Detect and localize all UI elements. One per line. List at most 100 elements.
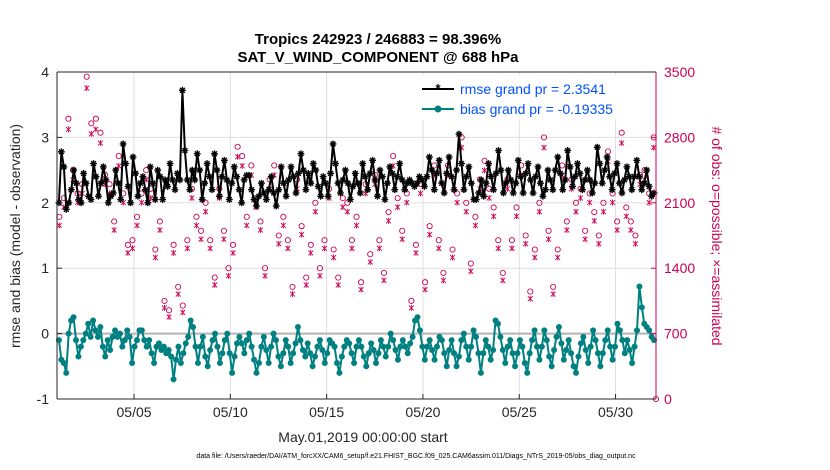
rmse-point-stroke xyxy=(300,167,307,173)
obs-assimilated-marker xyxy=(280,222,287,229)
obs-assimilated-marker xyxy=(586,199,593,206)
bias-point xyxy=(387,330,394,337)
rmse-point xyxy=(374,192,381,200)
rmse-point-stroke xyxy=(283,193,290,200)
bias-point xyxy=(351,360,358,367)
chart-title-line2: SAT_V_WIND_COMPONENT @ 688 hPa xyxy=(237,49,519,66)
legend-box xyxy=(413,75,647,121)
bias-point xyxy=(468,343,475,350)
obs-possible-marker xyxy=(243,213,250,220)
rmse-point-stroke xyxy=(320,173,327,180)
bias-point xyxy=(319,346,326,353)
rmse-point-stroke xyxy=(419,177,425,183)
rmse-point-stroke xyxy=(122,160,129,167)
rmse-point xyxy=(606,173,614,181)
rmse-point xyxy=(354,179,362,187)
rmse-point-stroke xyxy=(159,196,166,203)
rmse-point-stroke xyxy=(399,177,406,183)
rmse-point-stroke xyxy=(638,186,645,193)
rmse-point xyxy=(527,176,534,184)
y-tick-label: 2 xyxy=(41,195,49,211)
x-tick-label: 05/25 xyxy=(502,404,537,420)
obs-assimilated-marker xyxy=(490,213,497,220)
axes-frame xyxy=(56,71,657,400)
bias-point xyxy=(190,324,197,331)
obs-possible-marker xyxy=(618,129,625,136)
rmse-point xyxy=(332,160,339,167)
rmse-point xyxy=(319,173,327,181)
rmse-point xyxy=(262,196,270,203)
obs-possible-marker xyxy=(271,162,278,169)
obs-assimilated-marker xyxy=(84,85,90,92)
tick-labels: 05/05 05/10 05/15 05/20 05/25 05/30 -1 0 1 2 3 4 0 70… xyxy=(37,64,696,420)
rmse-point-stroke xyxy=(95,193,102,200)
bias-point xyxy=(216,360,223,367)
rmse-point xyxy=(517,173,525,181)
rmse-point xyxy=(371,176,379,184)
bias-point xyxy=(358,343,365,350)
rmse-point-stroke xyxy=(609,186,615,193)
bias-point xyxy=(248,343,255,350)
bias-point xyxy=(431,356,438,363)
obs-possible-marker xyxy=(435,237,442,244)
rmse-point xyxy=(556,169,564,177)
obs-possible-marker xyxy=(554,246,561,253)
rmse-point xyxy=(117,196,125,203)
rmse-point-stroke xyxy=(186,186,193,193)
bias-point xyxy=(426,337,433,344)
rmse-point-stroke xyxy=(226,196,233,203)
bias-point xyxy=(312,353,319,360)
rmse-point xyxy=(334,179,342,187)
rmse-point-stroke xyxy=(631,173,638,180)
rmse-point-stroke xyxy=(512,180,519,187)
bias-point xyxy=(409,333,416,340)
rmse-point xyxy=(166,160,174,167)
obs-assimilated-marker xyxy=(56,222,63,229)
rmse-point xyxy=(92,173,100,181)
obs-assimilated-marker xyxy=(225,272,232,279)
obs-assimilated-marker xyxy=(221,236,227,243)
rmse-point-stroke xyxy=(520,190,527,196)
rmse-point-stroke xyxy=(426,154,433,160)
obs-possible-marker xyxy=(531,246,538,253)
obs-possible-marker xyxy=(115,153,122,160)
bias-point xyxy=(541,327,548,334)
bias-point xyxy=(155,340,162,347)
rmse-point xyxy=(114,179,122,187)
obs-possible-marker xyxy=(335,274,342,281)
obs-assimilated-marker xyxy=(646,199,652,206)
obs-possible-marker xyxy=(280,213,287,220)
bias-point xyxy=(538,343,545,350)
rmse-point xyxy=(275,186,283,194)
rmse-point xyxy=(596,160,604,167)
rmse-point xyxy=(290,173,297,181)
bias-point xyxy=(251,356,258,363)
bias-point xyxy=(577,340,584,347)
obs-assimilated-marker xyxy=(609,199,616,206)
obs-possible-marker xyxy=(540,134,548,141)
bias-point xyxy=(258,343,265,350)
rmse-point xyxy=(440,189,448,197)
bias-point xyxy=(94,333,101,340)
obs-assimilated-marker xyxy=(193,222,200,229)
bias-point xyxy=(277,363,284,370)
rmse-point-stroke xyxy=(446,154,453,160)
rmse-point-stroke xyxy=(221,157,228,164)
rmse-point xyxy=(638,186,646,194)
rmse-point xyxy=(401,186,409,194)
rmse-point xyxy=(500,189,507,197)
bias-point xyxy=(568,350,575,357)
obs-assimilated-marker xyxy=(244,222,250,229)
rmse-point xyxy=(425,153,433,161)
bias-point xyxy=(199,333,206,340)
rmse-point-stroke xyxy=(204,160,210,167)
obs-assimilated-marker xyxy=(486,194,492,201)
bias-point xyxy=(382,353,389,360)
bias-point xyxy=(133,337,140,344)
rmse-point-stroke xyxy=(275,186,282,193)
rmse-point-stroke xyxy=(606,173,613,180)
rmse-point-stroke xyxy=(377,167,383,173)
rmse-point xyxy=(430,186,438,194)
bias-point xyxy=(299,346,306,353)
rmse-point-stroke xyxy=(577,170,583,177)
